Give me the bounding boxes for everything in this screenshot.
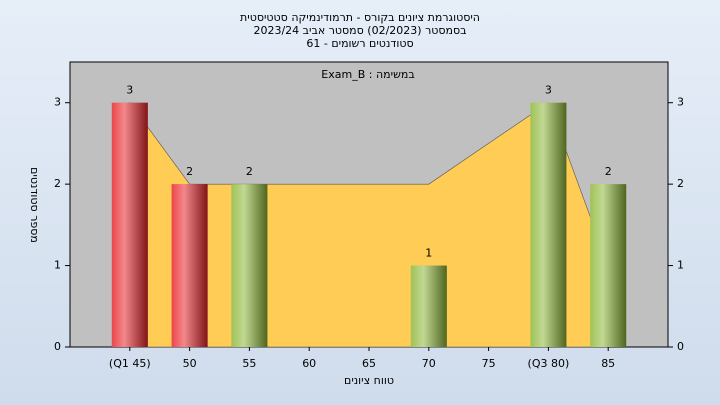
- x-axis-label: טווח ציונים: [344, 374, 394, 387]
- value-label: 2: [246, 165, 253, 178]
- bar-shade: [410, 265, 447, 347]
- x-tick-label: 70: [422, 357, 436, 370]
- title-line: סטודנטים רשומים - 61: [306, 37, 413, 50]
- annotation: Exam_B : במשימה: [321, 68, 414, 81]
- y-tick-label: 0: [54, 340, 61, 353]
- x-tick-label: 60: [302, 357, 316, 370]
- y-tick-label: 1: [54, 259, 61, 272]
- y-tick-label: 2: [54, 177, 61, 190]
- y2-tick-label: 1: [677, 259, 684, 272]
- x-tick-label: 55: [242, 357, 256, 370]
- title-line: היסטוגרמת ציונים בקורס - תרמודינמיקה סטט…: [240, 11, 480, 24]
- y-tick-label: 3: [54, 96, 61, 109]
- y2-tick-label: 0: [677, 340, 684, 353]
- x-tick-label: (Q3 80): [528, 357, 570, 370]
- value-label: 2: [605, 165, 612, 178]
- value-label: 3: [545, 84, 552, 97]
- value-label: 1: [425, 247, 432, 260]
- y-axis-label: מספר סטודנטים: [28, 167, 41, 243]
- y2-tick-label: 3: [677, 96, 684, 109]
- bar-shade: [171, 184, 208, 347]
- x-tick-label: 85: [601, 357, 615, 370]
- value-label: 3: [126, 84, 133, 97]
- x-tick-label: (Q1 45): [109, 357, 151, 370]
- y2-tick-label: 2: [677, 177, 684, 190]
- bar-shade: [530, 102, 567, 347]
- bar-shade: [231, 184, 268, 347]
- x-tick-label: 65: [362, 357, 376, 370]
- bar-shade: [590, 184, 627, 347]
- x-tick-label: 50: [183, 357, 197, 370]
- value-label: 2: [186, 165, 193, 178]
- title-line: בסמסטר (02/2023) סמסטר אביב 2023/24: [253, 24, 466, 37]
- bar-shade: [111, 102, 148, 347]
- x-tick-label: 75: [482, 357, 496, 370]
